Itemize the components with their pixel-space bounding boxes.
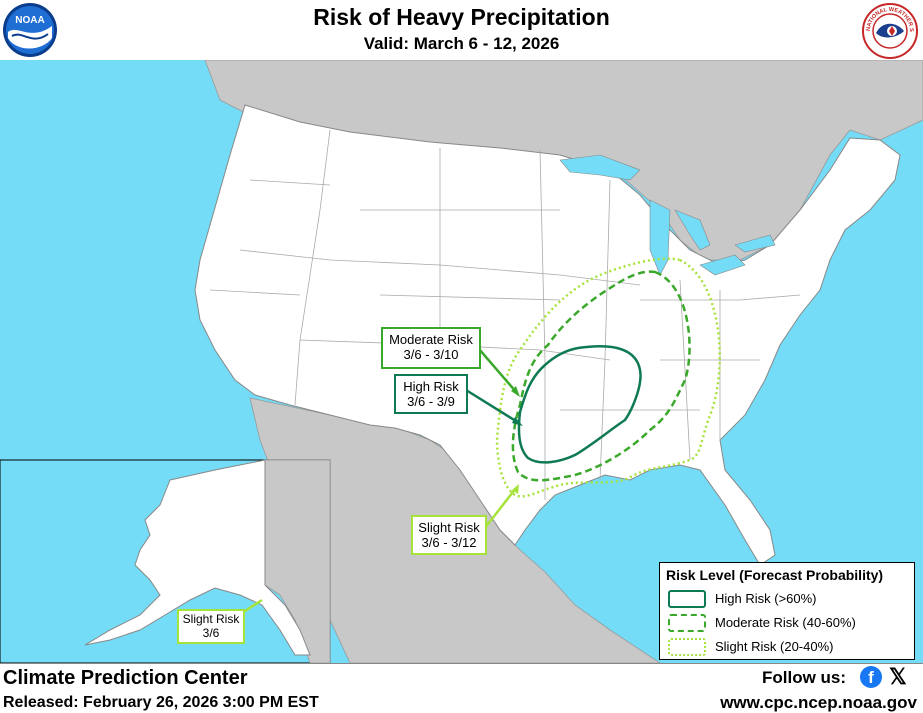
follow-us-label: Follow us: — [762, 668, 847, 687]
legend-swatch-high — [668, 590, 706, 608]
noaa-logo: NOAA — [3, 3, 57, 57]
legend: Risk Level (Forecast Probability) High R… — [659, 562, 915, 660]
legend-label-slight: Slight Risk (20-40%) — [715, 639, 834, 654]
high-risk-contour — [517, 345, 642, 464]
slight-callout-title: Slight Risk — [418, 520, 480, 535]
alaska-callout-period: 3/6 — [202, 626, 220, 640]
legend-swatch-moderate — [668, 614, 706, 632]
high-risk-callout: High Risk 3/6 - 3/9 — [394, 374, 468, 414]
legend-label-high: High Risk (>60%) — [715, 591, 817, 606]
page-title: Risk of Heavy Precipitation — [313, 4, 610, 30]
alaska-callout-title: Slight Risk — [182, 612, 240, 626]
moderate-risk-callout: Moderate Risk 3/6 - 3/10 — [381, 327, 481, 369]
high-arrowhead — [512, 417, 523, 426]
alaska-inset — [0, 459, 331, 663]
alaska-land — [84, 459, 311, 656]
slight-risk-callout: Slight Risk 3/6 - 3/12 — [411, 515, 487, 555]
slight-callout-period: 3/6 - 3/12 — [421, 535, 477, 550]
high-callout-title: High Risk — [403, 379, 459, 394]
page-subtitle: Valid: March 6 - 12, 2026 — [363, 34, 560, 53]
high-callout-period: 3/6 - 3/9 — [407, 394, 455, 409]
nws-logo: NATIONAL WEATHER SERVICE — [862, 3, 918, 59]
website-link[interactable]: www.cpc.ncep.noaa.gov — [720, 693, 917, 712]
high-leader-line — [465, 388, 520, 425]
legend-title: Risk Level (Forecast Probability) — [666, 567, 884, 583]
slight-leader-line — [484, 487, 517, 529]
moderate-risk-contour — [511, 270, 691, 482]
slight-arrowhead — [512, 484, 519, 494]
x-icon[interactable]: 𝕏 — [889, 664, 907, 689]
svg-text:NOAA: NOAA — [15, 15, 44, 26]
facebook-icon[interactable]: f — [860, 666, 882, 688]
great-lakes — [559, 154, 776, 276]
moderate-leader-line — [478, 348, 518, 394]
alaska-leader-line — [241, 598, 263, 615]
footer: Climate Prediction Center Released: Febr… — [0, 663, 923, 713]
moderate-callout-period: 3/6 - 3/10 — [403, 347, 459, 362]
state-lines — [209, 129, 801, 500]
moderate-callout-title: Moderate Risk — [389, 332, 473, 347]
moderate-arrowhead — [511, 386, 520, 397]
footer-release-date: Released: February 26, 2026 3:00 PM EST — [3, 694, 319, 711]
footer-organization: Climate Prediction Center — [3, 667, 248, 689]
alaska-slight-risk-callout: Slight Risk 3/6 — [177, 609, 245, 644]
legend-swatch-slight — [668, 638, 706, 656]
header: NOAA Risk of Heavy Precipitation Valid: … — [0, 0, 923, 60]
legend-label-moderate: Moderate Risk (40-60%) — [715, 615, 856, 630]
